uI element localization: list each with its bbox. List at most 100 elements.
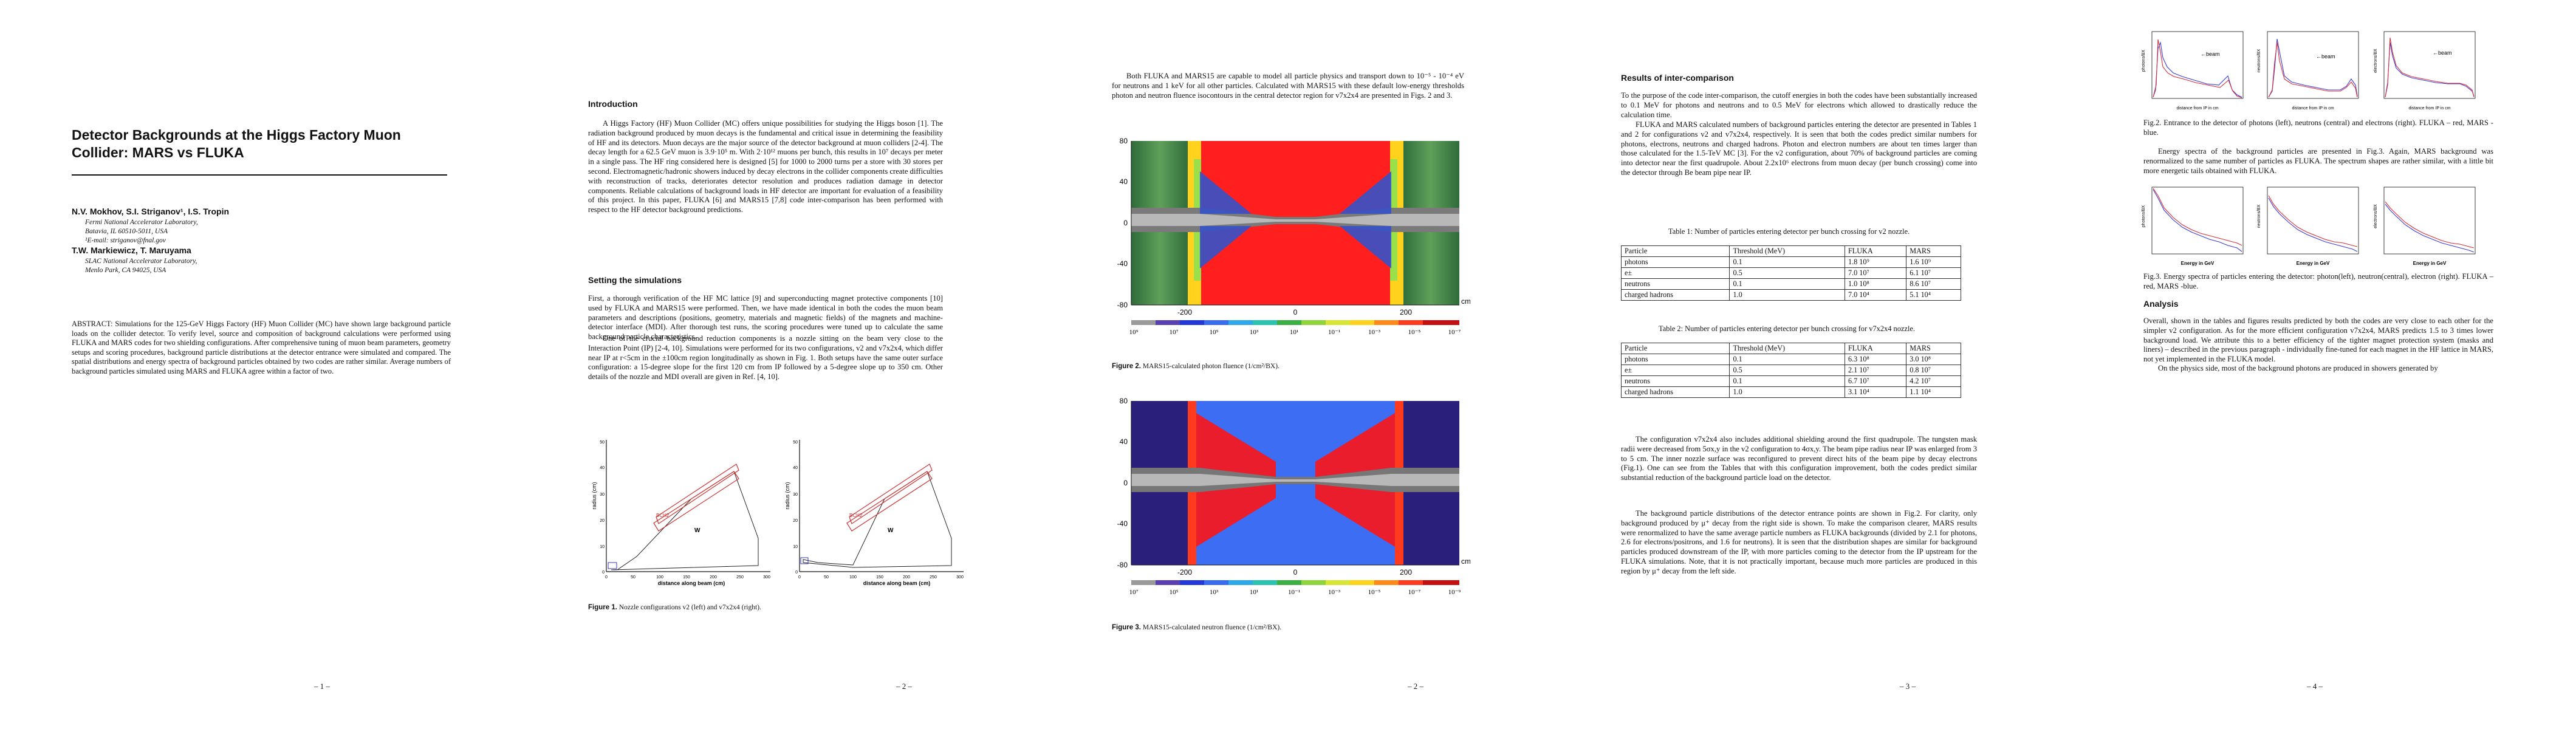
table-cell: 0.5	[1729, 364, 1845, 376]
svg-text:50: 50	[824, 575, 829, 580]
x-tick: -200	[1177, 568, 1192, 577]
x-tick: 200	[1400, 308, 1412, 317]
table-cell: 1.6 10⁹	[1906, 256, 1961, 268]
figure-1-left-nozzle-v2: radius (cm) 0 10 20 30 40 50 0 50 100 150 200 250 3…	[588, 435, 776, 587]
section-heading-results: Results of inter-comparison	[1621, 73, 1734, 83]
x-axis-label: distance along beam (cm)	[658, 580, 725, 586]
svg-text:150: 150	[876, 575, 883, 580]
table-cell: 1.1 10⁴	[1906, 386, 1961, 398]
table-1: Particle Threshold (MeV) FLUKA MARS phot…	[1620, 245, 1961, 301]
results-text-4: The background particle distributions of…	[1621, 509, 1977, 575]
section-heading-introduction: Introduction	[588, 99, 638, 109]
table-cell: 7.0 10⁴	[1844, 289, 1907, 301]
svg-text:0: 0	[798, 575, 801, 580]
page-number: – 1 –	[314, 682, 330, 691]
figure-spectrum-electrons: electrons/BX Energy in GeV	[2372, 180, 2481, 271]
svg-text:100: 100	[849, 575, 857, 580]
svg-text:0: 0	[605, 575, 608, 580]
svg-text:200: 200	[710, 575, 717, 580]
abstract: ABSTRACT: Simulations for the 125-GeV Hi…	[72, 320, 451, 375]
table-cell: 4.2 10⁷	[1906, 375, 1961, 387]
page-2: Introduction A Higgs Factory (HF) Muon C…	[564, 0, 1208, 729]
introduction-text: A Higgs Factory (HF) Muon Collider (MC) …	[588, 119, 943, 214]
caption-text: MARS15-calculated neutron fluence (1/cm²…	[1140, 624, 1282, 631]
table-header-row: Particle Threshold (MeV) FLUKA MARS	[1620, 343, 1961, 354]
scale-tick: 10⁻³	[1368, 329, 1381, 336]
results-text-1: To the purpose of the code inter-compari…	[1621, 91, 1977, 119]
beam-label: ←beam	[2316, 53, 2335, 60]
scale-tick: 10⁻¹	[1328, 329, 1340, 336]
figure-3-caption: Figure 3. MARS15-calculated neutron flue…	[1112, 623, 1281, 632]
y-axis-label: neutrons/BX	[2257, 49, 2261, 72]
table-cell: 3.0 10⁸	[1906, 354, 1961, 365]
color-scale-bar	[1131, 580, 1459, 585]
scale-tick: 10¹	[1290, 329, 1298, 336]
email-link[interactable]: ¹E-mail: striganov@fnal.gov	[85, 237, 166, 244]
x-axis-label: distance from IP in cm	[2292, 106, 2334, 111]
scale-tick: 10⁻⁷	[1448, 329, 1461, 336]
table-2: Particle Threshold (MeV) FLUKA MARS phot…	[1620, 343, 1961, 398]
page-number: – 2 –	[1408, 682, 1423, 691]
scale-tick: 10⁵	[1170, 589, 1179, 596]
table-cell: 0.1	[1729, 256, 1845, 268]
table-cell: 7.0 10⁷	[1844, 267, 1907, 279]
table-cell: charged hadrons	[1620, 289, 1730, 301]
scale-tick: 10⁻⁵	[1408, 329, 1421, 336]
affiliation-line: Menlo Park, CA 94025, USA	[85, 267, 166, 274]
affiliation-line: Batavia, IL 60510-5011, USA	[85, 228, 168, 235]
label-bch2: BCH2	[656, 513, 670, 518]
table-header: FLUKA	[1844, 245, 1907, 257]
label-bch2: BCH2	[849, 513, 863, 518]
beam-label: ←beam	[2201, 51, 2220, 57]
y-tick: -80	[1117, 301, 1128, 309]
y-axis-label: photons/BX	[2142, 205, 2146, 228]
table-cell: 1.0	[1729, 289, 1845, 301]
table-cell: e±	[1620, 364, 1730, 376]
analysis-text: Overall, shown in the tables and figures…	[2143, 317, 2493, 364]
affiliation-line: SLAC National Accelerator Laboratory,	[85, 258, 197, 265]
fig2-caption: Fig.2. Entrance to the detector of photo…	[2143, 118, 2493, 137]
table-cell: 0.1	[1729, 375, 1845, 387]
table-row: e± 0.5 2.1 10⁷ 0.8 10⁷	[1620, 364, 1961, 376]
y-tick: 40	[1120, 437, 1128, 446]
y-tick: 80	[1120, 137, 1128, 145]
simulations-text-1: First, a thorough verification of the HF…	[588, 294, 943, 341]
svg-text:10: 10	[793, 545, 798, 549]
x-axis-label: distance from IP in cm	[2408, 106, 2450, 111]
scale-tick: 10³	[1250, 329, 1259, 336]
table-cell: charged hadrons	[1620, 386, 1730, 398]
y-tick: -40	[1117, 259, 1128, 268]
figure-spectrum-neutrons: neutrons/BX Energy in GeV	[2255, 180, 2365, 271]
svg-text:30: 30	[793, 493, 798, 497]
scale-tick: 10⁻⁵	[1368, 589, 1381, 596]
svg-text:150: 150	[683, 575, 690, 580]
page-number: – 4 –	[2307, 682, 2323, 691]
affiliation-1: Fermi National Accelerator Laboratory, B…	[85, 218, 198, 245]
y-axis-label: electrons/BX	[2374, 204, 2378, 228]
page-number: – 3 –	[1900, 682, 1916, 691]
table-cell: photons	[1620, 256, 1730, 268]
figure-2-photon-fluence-map: 80 40 0 -40 -80 -200 0 200 cm	[1094, 135, 1470, 354]
table-header: Threshold (MeV)	[1729, 343, 1845, 354]
authors-group-1: N.V. Mokhov, S.I. Striganov¹, I.S. Tropi…	[72, 207, 230, 216]
y-axis-label: radius (cm)	[784, 482, 790, 509]
paper-title: Detector Backgrounds at the Higgs Factor…	[72, 127, 401, 160]
table-header: Particle	[1620, 245, 1730, 257]
y-tick: -80	[1117, 561, 1128, 569]
x-axis-label: Energy in GeV	[2413, 261, 2447, 266]
simulations-text-2: One of the crucial background reduction …	[588, 334, 943, 382]
caption-label: Figure 3.	[1112, 624, 1141, 631]
svg-text:40: 40	[793, 466, 798, 470]
scale-tick: 10⁵	[1210, 329, 1219, 336]
affiliation-line: Fermi National Accelerator Laboratory,	[85, 219, 198, 226]
table-header: MARS	[1906, 245, 1961, 257]
label-w: W	[694, 527, 701, 534]
svg-text:250: 250	[930, 575, 937, 580]
figure-entrance-photons: photons/BX ←beam distance from IP in cm	[2140, 24, 2249, 115]
table-cell: 0.1	[1729, 354, 1845, 365]
svg-text:100: 100	[656, 575, 663, 580]
table-header: Threshold (MeV)	[1729, 245, 1845, 257]
fig3-caption: Fig.3. Energy spectra of particles enter…	[2143, 272, 2493, 290]
page-1: Detector Backgrounds at the Higgs Factor…	[0, 0, 644, 729]
table-1-caption: Table 1: Number of particles entering de…	[1668, 227, 1910, 236]
